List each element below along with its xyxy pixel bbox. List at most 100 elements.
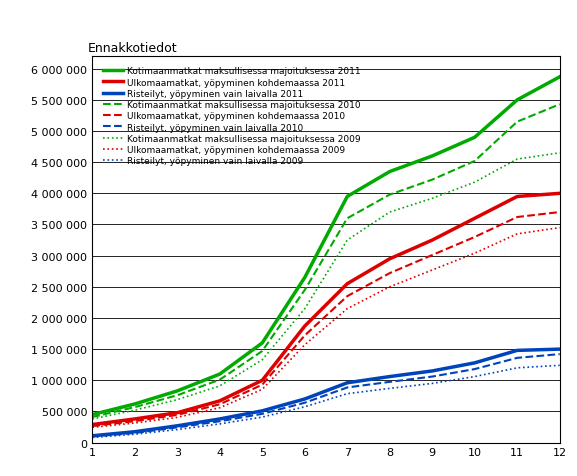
Ulkomaamatkat, yöpyminen kohdemaassa 2011	[301, 324, 308, 329]
Ulkomaamatkat, yöpyminen kohdemaassa 2009	[174, 415, 181, 420]
Kotimaanmatkat maksullisessa majoituksessa 2010	[386, 192, 393, 198]
Line: Ulkomaamatkat, yöpyminen kohdemaassa 2011: Ulkomaamatkat, yöpyminen kohdemaassa 201…	[92, 194, 560, 425]
Kotimaanmatkat maksullisessa majoituksessa 2011	[174, 388, 181, 394]
Line: Risteilyt, yöpyminen vain laivalla 2011: Risteilyt, yöpyminen vain laivalla 2011	[92, 349, 560, 436]
Kotimaanmatkat maksullisessa majoituksessa 2011	[556, 75, 563, 80]
Risteilyt, yöpyminen vain laivalla 2011	[471, 360, 478, 366]
Ulkomaamatkat, yöpyminen kohdemaassa 2010	[471, 235, 478, 240]
Ulkomaamatkat, yöpyminen kohdemaassa 2009	[216, 405, 223, 411]
Line: Ulkomaamatkat, yöpyminen kohdemaassa 2009: Ulkomaamatkat, yöpyminen kohdemaassa 200…	[92, 228, 560, 427]
Kotimaanmatkat maksullisessa majoituksessa 2011	[216, 371, 223, 377]
Line: Kotimaanmatkat maksullisessa majoituksessa 2009: Kotimaanmatkat maksullisessa majoitukses…	[92, 154, 560, 419]
Risteilyt, yöpyminen vain laivalla 2010	[514, 355, 520, 361]
Ulkomaamatkat, yöpyminen kohdemaassa 2009	[386, 284, 393, 290]
Line: Kotimaanmatkat maksullisessa majoituksessa 2010: Kotimaanmatkat maksullisessa majoitukses…	[92, 105, 560, 417]
Risteilyt, yöpyminen vain laivalla 2010	[89, 434, 96, 439]
Kotimaanmatkat maksullisessa majoituksessa 2010	[89, 414, 96, 420]
Ulkomaamatkat, yöpyminen kohdemaassa 2011	[556, 191, 563, 197]
Risteilyt, yöpyminen vain laivalla 2010	[132, 430, 138, 436]
Risteilyt, yöpyminen vain laivalla 2009	[89, 435, 96, 440]
Risteilyt, yöpyminen vain laivalla 2010	[386, 379, 393, 385]
Ulkomaamatkat, yöpyminen kohdemaassa 2010	[514, 215, 520, 220]
Kotimaanmatkat maksullisessa majoituksessa 2011	[471, 135, 478, 141]
Kotimaanmatkat maksullisessa majoituksessa 2011	[344, 194, 351, 200]
Risteilyt, yöpyminen vain laivalla 2011	[216, 416, 223, 422]
Line: Risteilyt, yöpyminen vain laivalla 2010: Risteilyt, yöpyminen vain laivalla 2010	[92, 354, 560, 436]
Kotimaanmatkat maksullisessa majoituksessa 2009	[471, 180, 478, 186]
Risteilyt, yöpyminen vain laivalla 2010	[301, 400, 308, 406]
Kotimaanmatkat maksullisessa majoituksessa 2011	[429, 154, 436, 159]
Kotimaanmatkat maksullisessa majoituksessa 2011	[301, 275, 308, 281]
Risteilyt, yöpyminen vain laivalla 2011	[259, 408, 266, 414]
Legend: Kotimaanmatkat maksullisessa majoituksessa 2011, Ulkomaamatkat, yöpyminen kohdem: Kotimaanmatkat maksullisessa majoitukses…	[102, 66, 362, 168]
Ulkomaamatkat, yöpyminen kohdemaassa 2011	[259, 377, 266, 383]
Kotimaanmatkat maksullisessa majoituksessa 2010	[556, 102, 563, 108]
Kotimaanmatkat maksullisessa majoituksessa 2011	[89, 412, 96, 417]
Risteilyt, yöpyminen vain laivalla 2011	[89, 433, 96, 439]
Risteilyt, yöpyminen vain laivalla 2011	[301, 397, 308, 402]
Kotimaanmatkat maksullisessa majoituksessa 2009	[174, 397, 181, 403]
Kotimaanmatkat maksullisessa majoituksessa 2010	[471, 159, 478, 164]
Ulkomaamatkat, yöpyminen kohdemaassa 2009	[429, 268, 436, 273]
Risteilyt, yöpyminen vain laivalla 2009	[174, 427, 181, 433]
Risteilyt, yöpyminen vain laivalla 2010	[429, 374, 436, 380]
Ulkomaamatkat, yöpyminen kohdemaassa 2010	[301, 333, 308, 338]
Ulkomaamatkat, yöpyminen kohdemaassa 2009	[89, 425, 96, 430]
Ulkomaamatkat, yöpyminen kohdemaassa 2011	[429, 238, 436, 243]
Risteilyt, yöpyminen vain laivalla 2011	[344, 380, 351, 386]
Line: Ulkomaamatkat, yöpyminen kohdemaassa 2010: Ulkomaamatkat, yöpyminen kohdemaassa 201…	[92, 213, 560, 426]
Risteilyt, yöpyminen vain laivalla 2010	[556, 351, 563, 357]
Text: Ennakkotiedot: Ennakkotiedot	[88, 41, 177, 55]
Ulkomaamatkat, yöpyminen kohdemaassa 2010	[259, 382, 266, 388]
Risteilyt, yöpyminen vain laivalla 2011	[132, 429, 138, 435]
Risteilyt, yöpyminen vain laivalla 2011	[429, 368, 436, 374]
Ulkomaamatkat, yöpyminen kohdemaassa 2010	[386, 271, 393, 277]
Ulkomaamatkat, yöpyminen kohdemaassa 2009	[471, 251, 478, 257]
Kotimaanmatkat maksullisessa majoituksessa 2009	[386, 210, 393, 216]
Ulkomaamatkat, yöpyminen kohdemaassa 2011	[89, 422, 96, 427]
Kotimaanmatkat maksullisessa majoituksessa 2010	[514, 119, 520, 125]
Kotimaanmatkat maksullisessa majoituksessa 2009	[259, 357, 266, 363]
Risteilyt, yöpyminen vain laivalla 2009	[132, 431, 138, 437]
Kotimaanmatkat maksullisessa majoituksessa 2009	[344, 238, 351, 243]
Line: Kotimaanmatkat maksullisessa majoituksessa 2011: Kotimaanmatkat maksullisessa majoitukses…	[92, 78, 560, 415]
Ulkomaamatkat, yöpyminen kohdemaassa 2011	[344, 281, 351, 287]
Ulkomaamatkat, yöpyminen kohdemaassa 2010	[132, 418, 138, 424]
Risteilyt, yöpyminen vain laivalla 2009	[259, 414, 266, 420]
Kotimaanmatkat maksullisessa majoituksessa 2010	[132, 405, 138, 410]
Ulkomaamatkat, yöpyminen kohdemaassa 2009	[132, 420, 138, 426]
Ulkomaamatkat, yöpyminen kohdemaassa 2011	[216, 398, 223, 404]
Risteilyt, yöpyminen vain laivalla 2009	[216, 421, 223, 427]
Kotimaanmatkat maksullisessa majoituksessa 2010	[259, 348, 266, 354]
Risteilyt, yöpyminen vain laivalla 2011	[386, 374, 393, 380]
Risteilyt, yöpyminen vain laivalla 2009	[301, 404, 308, 410]
Risteilyt, yöpyminen vain laivalla 2009	[429, 381, 436, 387]
Ulkomaamatkat, yöpyminen kohdemaassa 2009	[514, 231, 520, 237]
Ulkomaamatkat, yöpyminen kohdemaassa 2009	[301, 342, 308, 348]
Kotimaanmatkat maksullisessa majoituksessa 2011	[132, 401, 138, 407]
Kotimaanmatkat maksullisessa majoituksessa 2011	[259, 340, 266, 346]
Risteilyt, yöpyminen vain laivalla 2010	[471, 367, 478, 372]
Kotimaanmatkat maksullisessa majoituksessa 2010	[344, 216, 351, 222]
Ulkomaamatkat, yöpyminen kohdemaassa 2011	[132, 416, 138, 422]
Kotimaanmatkat maksullisessa majoituksessa 2009	[556, 151, 563, 157]
Ulkomaamatkat, yöpyminen kohdemaassa 2009	[344, 306, 351, 312]
Risteilyt, yöpyminen vain laivalla 2009	[344, 391, 351, 397]
Ulkomaamatkat, yöpyminen kohdemaassa 2010	[89, 423, 96, 429]
Kotimaanmatkat maksullisessa majoituksessa 2010	[301, 288, 308, 293]
Kotimaanmatkat maksullisessa majoituksessa 2010	[174, 393, 181, 398]
Ulkomaamatkat, yöpyminen kohdemaassa 2009	[556, 225, 563, 231]
Kotimaanmatkat maksullisessa majoituksessa 2011	[386, 169, 393, 175]
Risteilyt, yöpyminen vain laivalla 2009	[556, 363, 563, 368]
Risteilyt, yöpyminen vain laivalla 2011	[514, 348, 520, 354]
Ulkomaamatkat, yöpyminen kohdemaassa 2009	[259, 387, 266, 392]
Kotimaanmatkat maksullisessa majoituksessa 2009	[89, 416, 96, 422]
Risteilyt, yöpyminen vain laivalla 2009	[514, 365, 520, 371]
Kotimaanmatkat maksullisessa majoituksessa 2010	[216, 377, 223, 383]
Risteilyt, yöpyminen vain laivalla 2010	[344, 385, 351, 390]
Risteilyt, yöpyminen vain laivalla 2010	[216, 418, 223, 424]
Ulkomaamatkat, yöpyminen kohdemaassa 2011	[471, 216, 478, 222]
Ulkomaamatkat, yöpyminen kohdemaassa 2010	[216, 402, 223, 407]
Line: Risteilyt, yöpyminen vain laivalla 2009: Risteilyt, yöpyminen vain laivalla 2009	[92, 366, 560, 437]
Ulkomaamatkat, yöpyminen kohdemaassa 2010	[174, 412, 181, 418]
